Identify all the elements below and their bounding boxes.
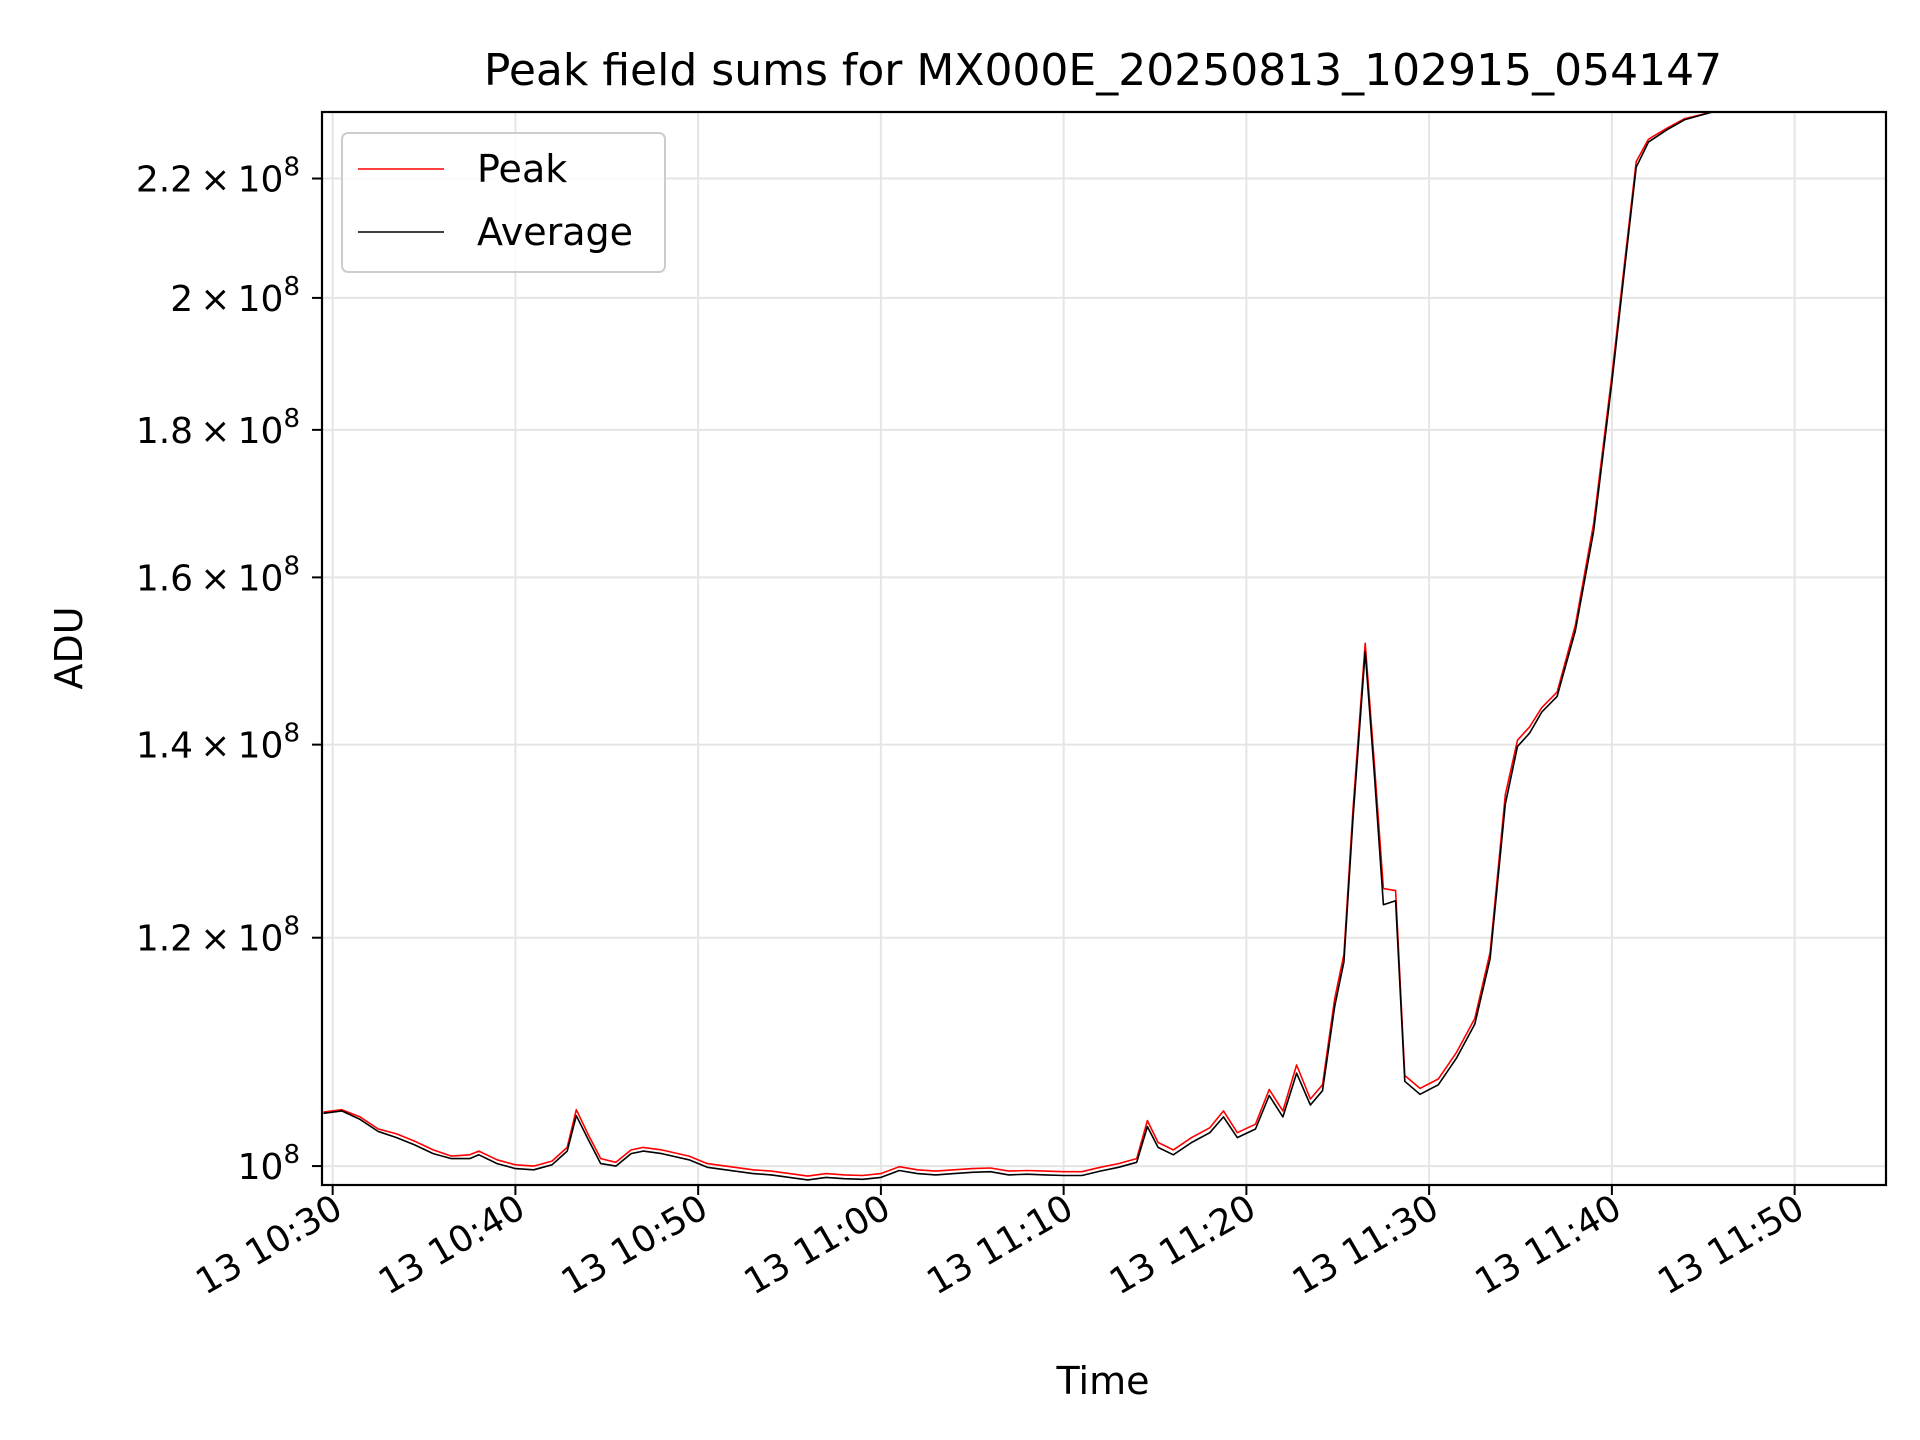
series-line-average (323, 112, 1713, 1181)
y-axis-label: ADU (47, 606, 91, 689)
y-tick-label: 108 (238, 1140, 300, 1188)
y-tick-mantissa: 1.8 (136, 411, 193, 452)
legend: Peak Average (341, 132, 666, 273)
legend-label-peak: Peak (477, 147, 567, 191)
y-tick-mantissa: 2.2 (136, 160, 193, 201)
y-tick-label: 1.8 × 108 (136, 404, 300, 452)
y-tick-base: 10 (238, 279, 284, 320)
y-tick-mantissa: 1.6 (136, 558, 193, 599)
y-tick-mantissa: 1.4 (136, 726, 193, 767)
y-tick-exponent: 8 (283, 404, 300, 434)
y-tick-base: 10 (238, 919, 284, 960)
y-tick-label: 1.6 × 108 (136, 551, 300, 599)
y-tick-exponent: 8 (283, 719, 300, 749)
y-tick-exponent: 8 (283, 912, 300, 942)
legend-label-average: Average (477, 210, 633, 254)
x-axis-label: Time (1056, 1359, 1150, 1403)
y-tick-base: 10 (238, 558, 284, 599)
series-line-peak (323, 112, 1713, 1177)
y-tick-times: × (193, 279, 238, 320)
series-group (323, 112, 1713, 1181)
y-tick-times: × (193, 558, 238, 599)
y-tick-times: × (193, 919, 238, 960)
y-tick-exponent: 8 (283, 551, 300, 581)
y-tick-label: 1.4 × 108 (136, 719, 300, 767)
y-tick-label: 2 × 108 (170, 272, 300, 320)
y-tick-times: × (193, 160, 238, 201)
y-tick-mantissa: 2 (170, 279, 193, 320)
y-tick-times: × (193, 411, 238, 452)
y-tick-exponent: 8 (283, 272, 300, 302)
y-tick-mantissa: 1.2 (136, 919, 193, 960)
y-tick-times: × (193, 726, 238, 767)
y-tick-base: 10 (238, 1147, 284, 1188)
plot-frame (320, 110, 1888, 1187)
chart-title: Peak field sums for MX000E_20250813_1029… (484, 45, 1722, 96)
y-tick-exponent: 8 (283, 153, 300, 183)
y-tick-base: 10 (238, 411, 284, 452)
y-tick-exponent: 8 (283, 1140, 300, 1170)
y-tick-label: 2.2 × 108 (136, 153, 300, 201)
y-tick-label: 1.2 × 108 (136, 912, 300, 960)
y-tick-base: 10 (238, 160, 284, 201)
y-tick-base: 10 (238, 726, 284, 767)
legend-box (341, 132, 666, 273)
